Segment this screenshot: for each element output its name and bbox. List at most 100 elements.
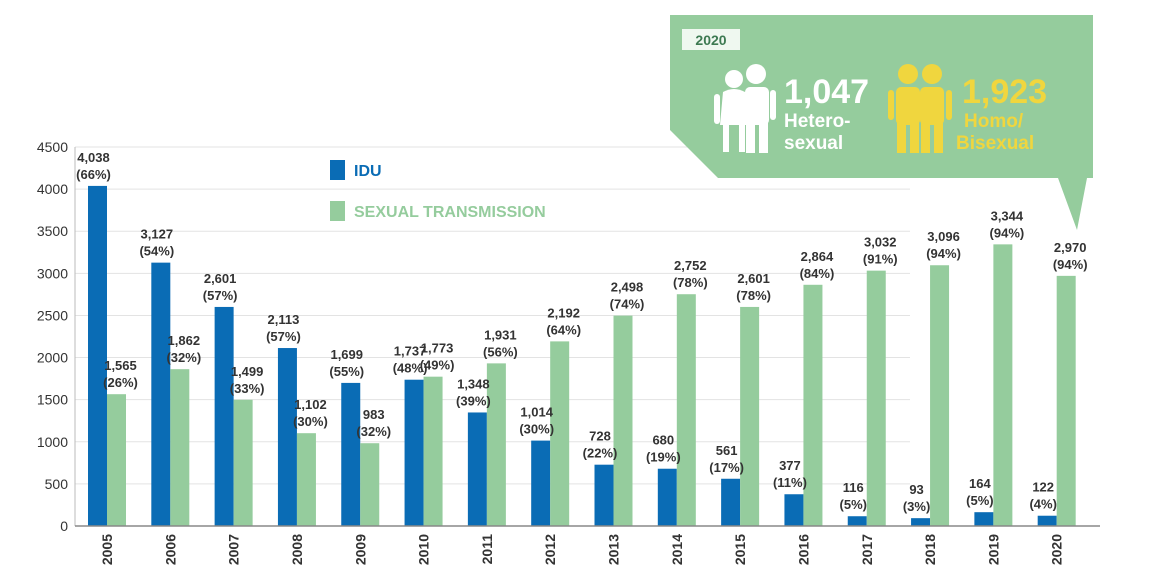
data-label-idu-pct: (57%) <box>203 288 238 303</box>
data-label-sexual-pct: (94%) <box>926 246 961 261</box>
legend-label-sexual: SEXUAL TRANSMISSION <box>354 204 546 221</box>
x-tick-label: 2015 <box>732 534 748 565</box>
data-label-sexual-value: 2,601 <box>737 271 770 286</box>
bar-sexual <box>296 433 316 526</box>
y-axis: 0 500 1000 1500 2000 2500 3000 3500 4000 4500 <box>37 139 76 534</box>
bar-sexual <box>740 306 760 526</box>
data-label-sexual-pct: (94%) <box>990 225 1025 240</box>
x-tick-label: 2006 <box>162 534 178 565</box>
data-labels: 4,038 (66%) 1,565 (26%) 3,127 (54%) 1,862 (32%)… <box>76 150 1087 514</box>
y-tick-label: 2500 <box>37 307 68 323</box>
data-label-sexual-pct: (74%) <box>610 297 645 312</box>
data-label-idu-pct: (3%) <box>903 499 930 514</box>
bar-idu <box>847 516 867 526</box>
data-label-idu-value: 4,038 <box>77 150 110 165</box>
bar-sexual <box>613 315 633 526</box>
data-label-sexual-pct: (94%) <box>1053 257 1088 272</box>
data-label-idu-pct: (54%) <box>139 244 174 259</box>
data-label-sexual-pct: (56%) <box>483 344 518 359</box>
data-label-sexual-value: 3,344 <box>991 208 1024 223</box>
data-label-idu-value: 728 <box>589 429 611 444</box>
data-label-idu-pct: (22%) <box>583 446 618 461</box>
data-label-idu-value: 1,014 <box>520 405 553 420</box>
data-label-idu-value: 2,113 <box>268 312 300 327</box>
bar-sexual <box>107 394 126 526</box>
y-tick-label: 500 <box>45 476 69 492</box>
data-label-idu-value: 116 <box>843 480 864 495</box>
x-tick-label: 2008 <box>289 534 305 565</box>
x-axis: 2005 2006 2007 2008 2009 2010 2011 2012 2013 2014… <box>75 525 1100 565</box>
bar-idu <box>657 468 677 526</box>
legend-swatch-idu <box>330 160 345 180</box>
gridlines <box>75 146 910 485</box>
data-label-idu-value: 93 <box>909 482 923 497</box>
data-label-sexual-value: 2,498 <box>611 280 644 295</box>
bar-idu <box>594 464 614 526</box>
data-label-idu-pct: (19%) <box>646 450 681 465</box>
data-label-idu-value: 1,348 <box>457 376 490 391</box>
y-tick-label: 2000 <box>37 350 68 366</box>
data-label-idu-value: 561 <box>716 443 738 458</box>
homo-label-line1: Homo/ <box>964 111 1024 132</box>
bar-idu <box>721 478 741 526</box>
data-label-idu-pct: (5%) <box>966 493 993 508</box>
y-tick-label: 1500 <box>37 392 68 408</box>
data-label-idu-value: 2,601 <box>204 271 237 286</box>
data-label-idu-value: 680 <box>652 433 674 448</box>
x-tick-label: 2013 <box>606 534 622 565</box>
data-label-sexual-pct: (32%) <box>356 424 391 439</box>
bar-sexual <box>360 443 380 526</box>
bar-sexual <box>993 244 1013 526</box>
bar-idu <box>277 348 297 526</box>
bar-sexual <box>486 363 506 526</box>
hetero-label-line2: sexual <box>784 133 843 154</box>
data-label-idu-pct: (57%) <box>266 329 301 344</box>
legend: IDU SEXUAL TRANSMISSION <box>330 160 546 221</box>
callout-year: 2020 <box>695 32 726 48</box>
bar-sexual <box>1056 275 1076 526</box>
bar-idu <box>911 518 931 526</box>
bars <box>88 185 1076 527</box>
bar-sexual <box>676 294 696 526</box>
homo-label-line2: Bisexual <box>956 133 1034 154</box>
data-label-idu-value: 1,699 <box>330 347 363 362</box>
bar-idu <box>467 412 487 526</box>
bar-idu <box>974 512 994 526</box>
bar-sexual <box>803 284 823 526</box>
bar-idu <box>341 382 361 526</box>
x-tick-label: 2010 <box>416 534 432 565</box>
data-label-idu-value: 377 <box>779 458 801 473</box>
x-tick-label: 2016 <box>795 534 811 565</box>
hetero-label-line1: Hetero- <box>784 111 851 132</box>
bar-sexual <box>866 270 886 526</box>
data-label-sexual-value: 2,192 <box>547 305 580 320</box>
hetero-couple-icon <box>714 64 776 153</box>
data-label-sexual-value: 1,773 <box>421 341 454 356</box>
x-tick-label: 2007 <box>226 534 242 565</box>
data-label-idu-pct: (4%) <box>1029 497 1056 512</box>
y-tick-label: 3500 <box>37 223 68 239</box>
data-label-sexual-value: 1,565 <box>104 358 137 373</box>
data-label-idu-pct: (11%) <box>773 475 807 490</box>
data-label-sexual-pct: (26%) <box>103 375 138 390</box>
data-label-sexual-value: 1,862 <box>168 333 201 348</box>
x-tick-label: 2014 <box>669 534 685 565</box>
data-label-sexual-pct: (91%) <box>863 252 898 267</box>
data-label-sexual-value: 3,032 <box>864 235 897 250</box>
data-label-sexual-value: 2,864 <box>801 249 834 264</box>
homo-value: 1,923 <box>962 73 1047 111</box>
data-label-idu-value: 3,127 <box>141 227 174 242</box>
data-label-idu-pct: (55%) <box>329 364 364 379</box>
data-label-sexual-value: 2,970 <box>1054 240 1087 255</box>
data-label-sexual-value: 1,102 <box>294 397 327 412</box>
y-tick-label: 4500 <box>37 139 68 155</box>
x-tick-label: 2012 <box>542 534 558 565</box>
homo-couple-icon <box>888 64 952 153</box>
bar-sexual <box>550 341 570 526</box>
x-tick-label: 2017 <box>859 534 875 565</box>
hetero-value: 1,047 <box>784 73 869 111</box>
data-label-idu-pct: (66%) <box>76 167 111 182</box>
data-label-sexual-pct: (32%) <box>166 350 201 365</box>
data-label-idu-pct: (17%) <box>709 460 744 475</box>
